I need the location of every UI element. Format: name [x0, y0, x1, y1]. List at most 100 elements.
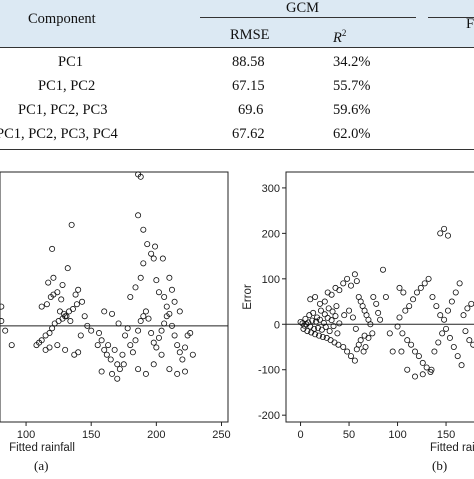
panel-b-point	[336, 320, 343, 327]
panel-a-point	[49, 245, 56, 252]
panel-a-point	[148, 330, 155, 337]
panel-b-point	[307, 296, 314, 303]
panel-b-point	[444, 307, 451, 314]
panel-b-point	[462, 328, 469, 335]
panel-a-point	[174, 342, 181, 349]
panel-a-point	[62, 346, 69, 353]
panel-a-point	[176, 308, 183, 315]
panel-b-point	[460, 312, 467, 319]
panel-a-point	[46, 344, 53, 351]
panel-b-ytick-label: -100	[258, 365, 280, 377]
panel-a-point	[159, 255, 166, 262]
panel-b-ytick-label: 0	[274, 319, 280, 331]
panel-b-point	[329, 308, 336, 315]
panel-a-point	[161, 293, 168, 300]
panel-a-point	[64, 265, 71, 272]
panel-a-point	[129, 349, 136, 356]
panel-a-point	[0, 318, 5, 325]
panel-b-point	[316, 300, 323, 307]
panel-b-point	[408, 341, 415, 348]
panel-a-point	[155, 334, 162, 341]
panel-a-point	[49, 325, 56, 332]
panel-b-point	[309, 317, 316, 324]
panel-b-point	[431, 348, 438, 355]
panel-b-point	[435, 339, 442, 346]
panel-a-point	[189, 351, 196, 358]
row-3-rmse: 69.6	[238, 102, 264, 118]
panel-b-point	[367, 321, 374, 328]
panel-b-point	[437, 312, 444, 319]
panel-b-point	[332, 313, 339, 320]
panel-a-point	[69, 306, 76, 313]
panel-a-label: (a)	[34, 458, 49, 473]
panel-a-point	[73, 301, 80, 308]
panel-a-point	[150, 361, 157, 368]
panel-b-point	[349, 314, 356, 321]
panel-a-point	[171, 332, 178, 339]
panel-b-point	[327, 337, 334, 344]
panel-b-point	[400, 289, 407, 296]
panel-a-point	[72, 291, 79, 298]
panel-b-point	[468, 300, 474, 307]
panel-a-point	[140, 313, 147, 320]
panel-b-point	[312, 293, 319, 300]
panel-a-point	[38, 337, 45, 344]
panel-a-point	[168, 322, 175, 329]
panel-a-point	[109, 310, 116, 317]
panel-a-point	[114, 361, 121, 368]
panel-a-point	[46, 330, 53, 337]
panel-b-point	[423, 364, 430, 371]
panel-a-point	[94, 342, 101, 349]
panel-b-point	[326, 328, 333, 335]
panel-a-xlabel: Fitted rainfall	[9, 442, 75, 454]
panel-b-point	[456, 280, 463, 287]
panel-b-point	[448, 298, 455, 305]
panel-b-point	[406, 303, 413, 310]
panel-a-point	[101, 346, 108, 353]
panel-a-point	[171, 298, 178, 305]
panel-a-xtick-label: 250	[212, 429, 230, 441]
panel-b-point	[433, 303, 440, 310]
panel-b-point	[402, 307, 409, 314]
panel-a-point	[0, 303, 5, 310]
panel-b-point	[347, 353, 354, 360]
panel-a-point	[187, 330, 194, 337]
row-2-rmse: 67.15	[232, 78, 265, 94]
panel-a-point	[107, 356, 114, 363]
panel-a-point	[158, 351, 165, 358]
panel-a-point	[54, 289, 61, 296]
panel-a-point	[63, 313, 70, 320]
panel-a-point	[161, 320, 168, 327]
panel-b-point	[446, 334, 453, 341]
panel-a-point	[127, 342, 134, 349]
row-3-r2: 59.6%	[333, 102, 371, 118]
panel-a-point	[148, 250, 155, 257]
panel-b-point	[315, 324, 322, 331]
row-1-component: PC1	[58, 54, 83, 70]
panel-b-point	[417, 284, 424, 291]
panel-a-point	[137, 274, 144, 281]
panel-a-point	[45, 279, 52, 286]
panel-b-point	[454, 353, 461, 360]
panel-a-point	[43, 301, 50, 308]
panel-b-point	[421, 280, 428, 287]
panel-b-point	[347, 282, 354, 289]
row-1-rmse: 88.58	[232, 54, 265, 70]
panel-b-point	[346, 307, 353, 314]
panel-a-point	[135, 366, 142, 373]
panel-b-point	[425, 275, 432, 282]
panel-b-point	[437, 230, 444, 237]
panel-a-point	[145, 315, 152, 322]
panel-a-point	[116, 366, 123, 373]
panel-a-point	[38, 303, 45, 310]
panel-b-point	[361, 332, 368, 339]
panel-b-point	[313, 318, 320, 325]
panel-b-point	[379, 266, 386, 273]
panel-b-point	[394, 323, 401, 330]
panel-a-point	[150, 339, 157, 346]
panel-b-point	[370, 293, 377, 300]
panel-a-point	[119, 351, 126, 358]
panel-b-point	[441, 316, 448, 323]
panel-b-point	[324, 314, 331, 321]
panel-b-point	[301, 322, 308, 329]
